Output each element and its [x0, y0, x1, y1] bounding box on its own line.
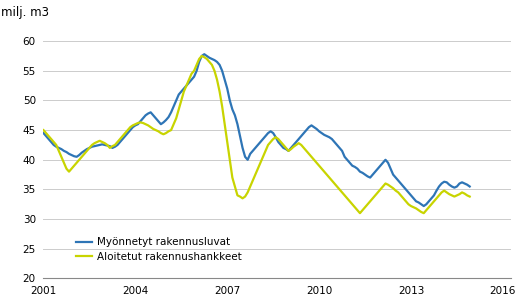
Aloitetut rakennushankkeet	[286, 149, 292, 153]
Text: milj. m3: milj. m3	[2, 6, 49, 19]
Myönnetyt rakennusluvat	[466, 185, 473, 188]
Aloitetut rakennushankkeet	[40, 128, 47, 132]
Line: Aloitetut rakennushankkeet: Aloitetut rakennushankkeet	[43, 56, 470, 213]
Myönnetyt rakennusluvat	[117, 140, 123, 144]
Aloitetut rakennushankkeet	[466, 195, 473, 198]
Myönnetyt rakennusluvat	[186, 81, 192, 85]
Myönnetyt rakennusluvat	[163, 118, 169, 122]
Aloitetut rakennushankkeet	[186, 78, 192, 82]
Aloitetut rakennushankkeet	[357, 211, 363, 215]
Aloitetut rakennushankkeet	[385, 183, 391, 187]
Aloitetut rakennushankkeet	[163, 131, 169, 135]
Myönnetyt rakennusluvat	[383, 158, 389, 161]
Aloitetut rakennushankkeet	[117, 137, 123, 141]
Line: Myönnetyt rakennusluvat: Myönnetyt rakennusluvat	[43, 54, 470, 206]
Myönnetyt rakennusluvat	[40, 131, 47, 135]
Aloitetut rakennushankkeet	[199, 54, 205, 58]
Myönnetyt rakennusluvat	[201, 52, 208, 56]
Myönnetyt rakennusluvat	[421, 204, 427, 208]
Legend: Myönnetyt rakennusluvat, Aloitetut rakennushankkeet: Myönnetyt rakennusluvat, Aloitetut raken…	[72, 233, 246, 266]
Myönnetyt rakennusluvat	[286, 149, 292, 153]
Aloitetut rakennushankkeet	[293, 143, 299, 147]
Myönnetyt rakennusluvat	[293, 140, 299, 144]
